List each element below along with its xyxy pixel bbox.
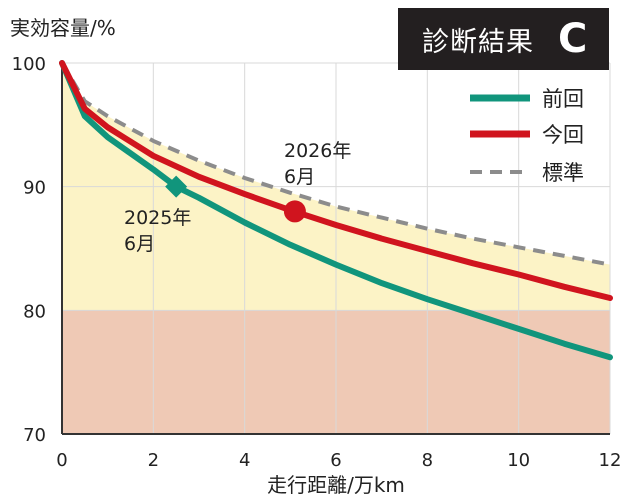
diagnosis-result-label: 診断結果 — [422, 26, 534, 58]
marker-label-1-line-1: 6月 — [284, 166, 315, 188]
legend-label-0: 前回 — [542, 87, 584, 111]
x-tick-label-6: 12 — [599, 450, 622, 471]
x-tick-label-1: 2 — [148, 450, 159, 471]
series-line-1 — [59, 60, 613, 361]
marker-label-0-line-0: 2025年 — [124, 207, 191, 229]
x-tick-label-4: 8 — [422, 450, 433, 471]
marker-label-0-line-1: 6月 — [124, 233, 155, 255]
x-axis-title: 走行距離/万km — [267, 473, 405, 494]
series-line-0 — [60, 61, 611, 267]
y-tick-label-3: 100 — [12, 54, 46, 75]
x-tick-label-2: 4 — [239, 450, 250, 471]
diagnosis-result-badge: 診断結果 C — [398, 8, 609, 70]
y-tick-label-0: 70 — [23, 425, 46, 446]
legend-label-1: 今回 — [542, 123, 584, 147]
y-tick-label-2: 90 — [23, 178, 46, 199]
legend-label-2: 標準 — [542, 161, 584, 185]
marker-1 — [283, 200, 306, 223]
y-tick-label-1: 80 — [23, 301, 46, 322]
x-tick-label-3: 6 — [330, 450, 341, 471]
x-tick-label-0: 0 — [56, 450, 67, 471]
diagnosis-grade: C — [558, 16, 588, 62]
marker-label-1-line-0: 2026年 — [284, 140, 351, 162]
series-line-2 — [59, 60, 613, 301]
y-axis-title: 実効容量/% — [10, 16, 116, 40]
x-tick-label-5: 10 — [507, 450, 530, 471]
marker-0 — [165, 175, 188, 198]
